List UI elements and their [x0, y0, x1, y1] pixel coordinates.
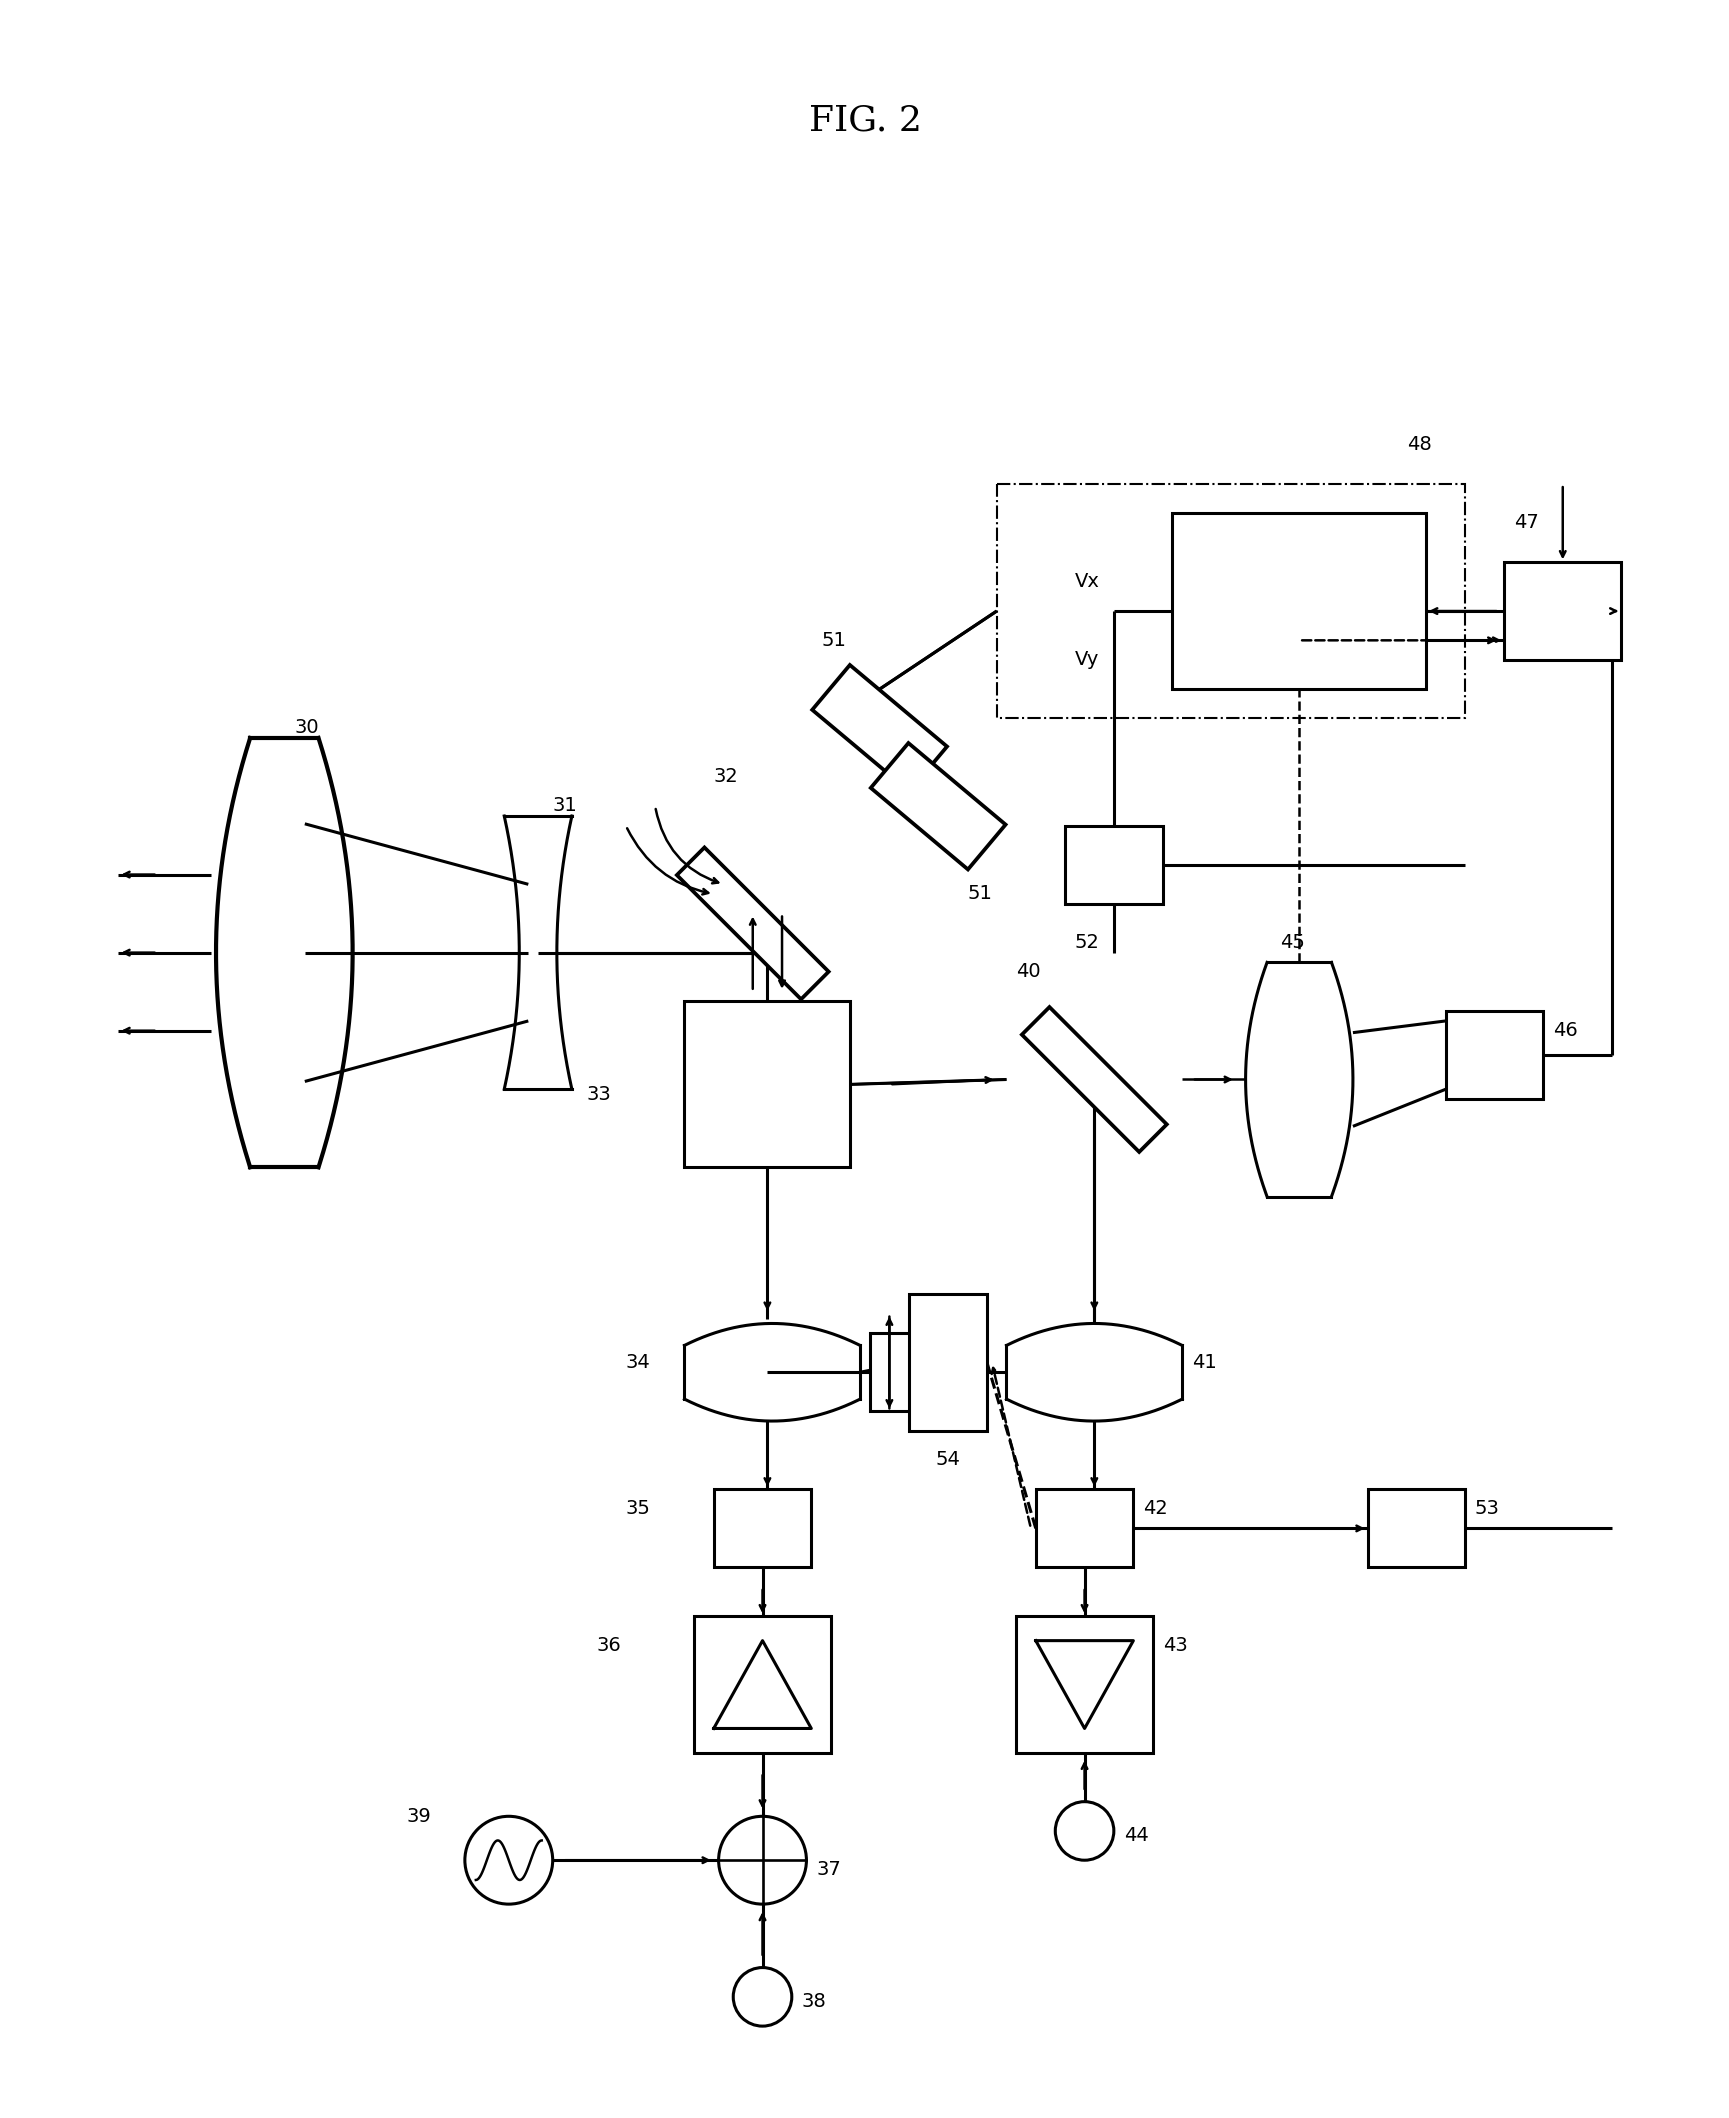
Bar	[1504, 561, 1622, 661]
Bar	[1017, 1616, 1153, 1754]
Text: 43: 43	[1162, 1635, 1188, 1654]
Text: Vy: Vy	[1075, 650, 1100, 669]
Text: 45: 45	[1279, 934, 1305, 953]
Bar	[1036, 1489, 1134, 1567]
Bar	[996, 485, 1464, 718]
Text: 37: 37	[816, 1860, 840, 1879]
Text: 30: 30	[294, 718, 318, 737]
Bar	[1445, 1010, 1544, 1099]
Polygon shape	[676, 847, 828, 1000]
Polygon shape	[1022, 1006, 1167, 1152]
Text: Vx: Vx	[1075, 572, 1100, 591]
Text: 33: 33	[586, 1084, 612, 1103]
Bar	[1368, 1489, 1464, 1567]
Text: 38: 38	[802, 1993, 826, 2012]
Text: 52: 52	[1075, 934, 1100, 953]
Text: 31: 31	[553, 796, 577, 815]
Bar	[1172, 513, 1426, 688]
Text: 44: 44	[1124, 1826, 1148, 1845]
Bar	[870, 1332, 923, 1411]
Text: 47: 47	[1515, 513, 1539, 532]
Text: 42: 42	[1143, 1500, 1167, 1519]
Polygon shape	[813, 665, 947, 792]
Bar	[909, 1294, 987, 1432]
Text: 41: 41	[1191, 1353, 1217, 1372]
Bar	[685, 1002, 851, 1167]
Text: 46: 46	[1553, 1021, 1579, 1040]
Text: 51: 51	[968, 885, 992, 902]
Text: 39: 39	[406, 1807, 431, 1826]
Text: 48: 48	[1407, 436, 1432, 455]
Text: 32: 32	[714, 767, 738, 786]
Text: 54: 54	[935, 1451, 960, 1470]
Text: 40: 40	[1017, 962, 1041, 981]
Text: 51: 51	[821, 631, 845, 650]
Text: 35: 35	[626, 1500, 650, 1519]
Bar	[1065, 826, 1162, 904]
Polygon shape	[871, 743, 1006, 870]
Text: 34: 34	[626, 1353, 650, 1372]
Bar	[695, 1616, 832, 1754]
Bar	[714, 1489, 811, 1567]
Text: 36: 36	[597, 1635, 621, 1654]
Text: FIG. 2: FIG. 2	[809, 104, 922, 138]
Text: 53: 53	[1475, 1500, 1499, 1519]
